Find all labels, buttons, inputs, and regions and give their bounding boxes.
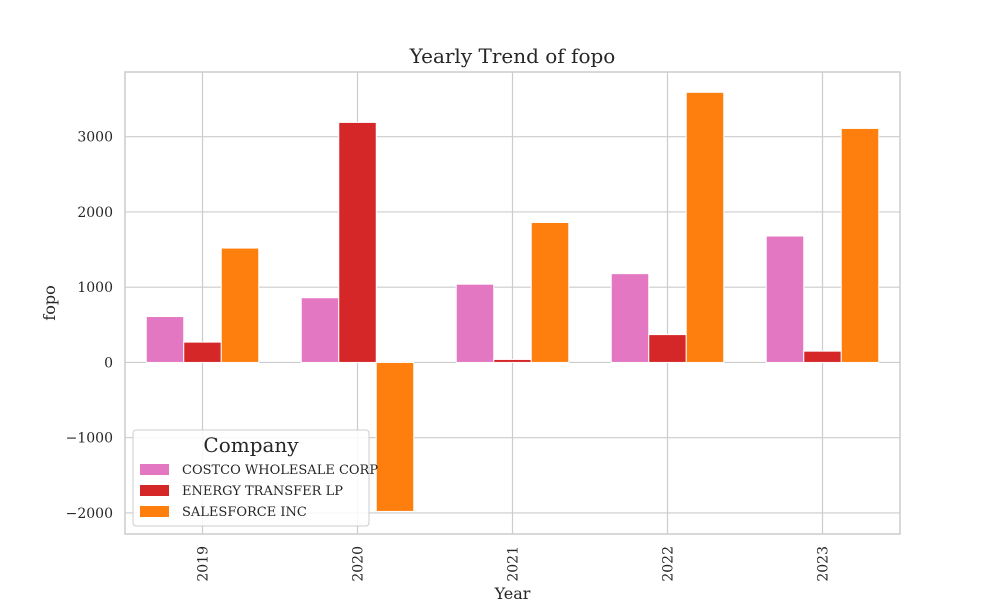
legend-label: COSTCO WHOLESALE CORP bbox=[182, 463, 378, 478]
plot-frame bbox=[124, 71, 901, 535]
legend-title: Company bbox=[203, 433, 299, 457]
bar-2023-salesforce-inc bbox=[840, 127, 880, 363]
x-axis-title: Year bbox=[494, 584, 531, 600]
y-axis-title: fopo bbox=[40, 285, 59, 320]
legend-label: SALESFORCE INC bbox=[182, 505, 307, 520]
legend-swatch bbox=[140, 485, 169, 496]
legend-swatch bbox=[140, 464, 169, 475]
bar-2021-costco-wholesale-corp bbox=[455, 283, 495, 363]
y-axis-ticks: −2000 −1000 0 1000 2000 3000 bbox=[66, 130, 113, 522]
x-tick-label: 2021 bbox=[506, 546, 522, 582]
y-tick-label: 2000 bbox=[77, 205, 113, 221]
bar-2022-salesforce-inc bbox=[685, 91, 725, 363]
x-tick-label: 2019 bbox=[196, 546, 212, 582]
bar-2020-salesforce-inc bbox=[375, 361, 415, 512]
y-tick-label: 0 bbox=[104, 355, 113, 371]
bar-2023-costco-wholesale-corp bbox=[765, 235, 805, 363]
x-tick-label: 2023 bbox=[816, 546, 832, 582]
bars bbox=[145, 91, 880, 512]
bar-2023-energy-transfer-lp bbox=[803, 350, 842, 363]
bar-2022-energy-transfer-lp bbox=[648, 334, 687, 363]
chart-title: Yearly Trend of fopo bbox=[409, 44, 616, 68]
bar-2019-energy-transfer-lp bbox=[183, 341, 222, 363]
x-axis-ticks: 2019 2020 2021 2022 2023 bbox=[196, 546, 832, 582]
x-tick-label: 2022 bbox=[661, 546, 677, 582]
bar-2020-costco-wholesale-corp bbox=[300, 297, 340, 363]
legend-label: ENERGY TRANSFER LP bbox=[182, 484, 343, 499]
y-tick-label: 3000 bbox=[77, 130, 113, 146]
bar-2020-energy-transfer-lp bbox=[338, 121, 377, 363]
bar-2021-energy-transfer-lp bbox=[493, 358, 532, 363]
y-tick-label: −1000 bbox=[66, 431, 113, 447]
bar-2019-salesforce-inc bbox=[220, 247, 260, 363]
bar-2021-salesforce-inc bbox=[530, 221, 570, 363]
y-tick-label: 1000 bbox=[77, 280, 113, 296]
legend-box bbox=[132, 429, 370, 527]
y-tick-label: −2000 bbox=[66, 506, 113, 522]
bar-2019-costco-wholesale-corp bbox=[145, 316, 185, 363]
legend: Company COSTCO WHOLESALE CORP ENERGY TRAN… bbox=[132, 429, 378, 527]
x-tick-label: 2020 bbox=[351, 546, 367, 582]
bar-2022-costco-wholesale-corp bbox=[610, 273, 650, 363]
legend-swatch bbox=[140, 506, 169, 517]
